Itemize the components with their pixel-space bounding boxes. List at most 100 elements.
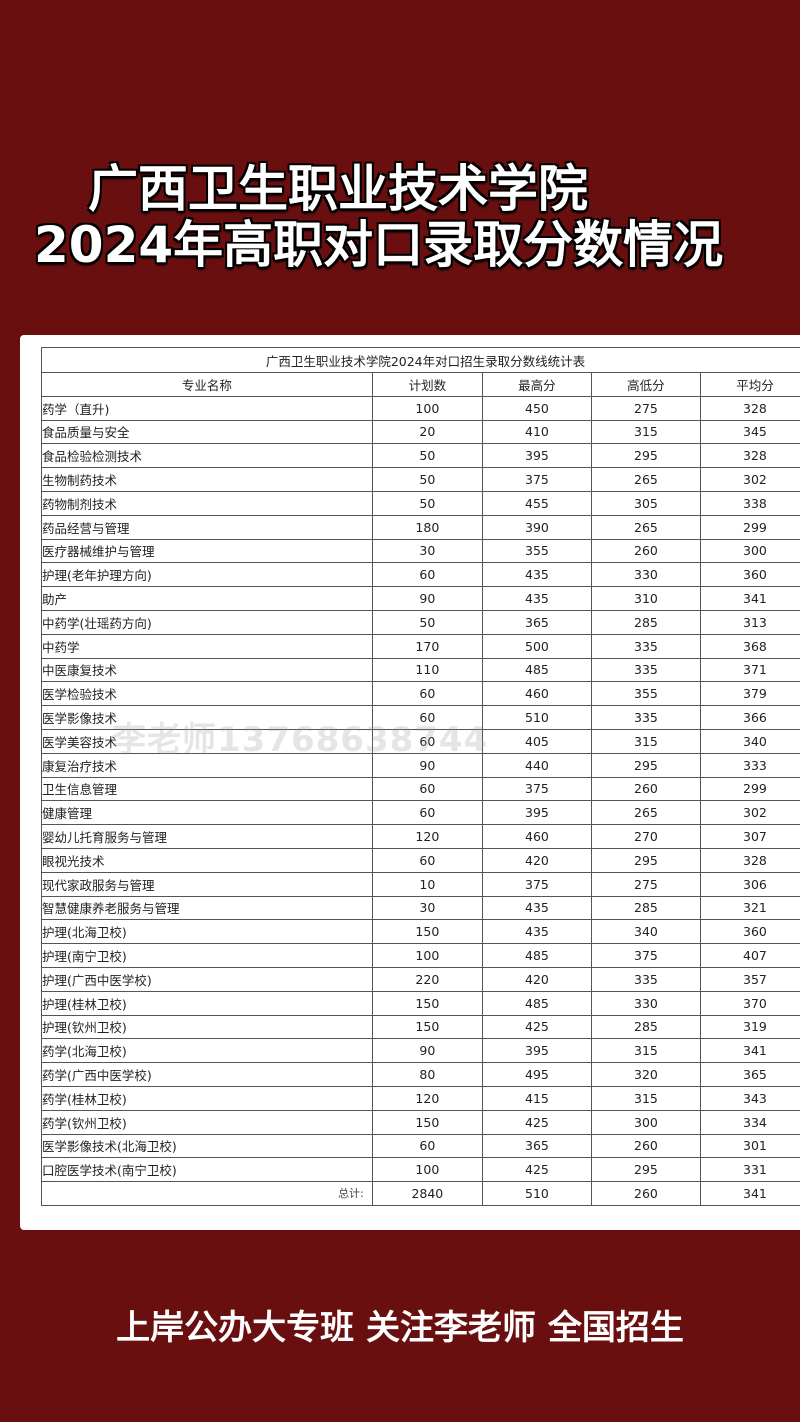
cell-max: 460: [481, 824, 592, 849]
cell-plan: 220: [371, 966, 483, 992]
cell-avg: 307: [699, 824, 800, 849]
cell-min: 260: [590, 1133, 701, 1159]
cell-avg: 331: [699, 1157, 800, 1183]
cell-min: 315: [590, 1038, 701, 1064]
cell-plan: 60: [371, 562, 483, 588]
table-row: 婴幼儿托育服务与管理 120 460 270 307: [41, 824, 800, 849]
table-row: 医学美容技术 60 405 315 340: [41, 728, 800, 754]
cell-avg: 299: [699, 514, 800, 540]
cell-min: 310: [590, 586, 701, 611]
col-header-major: 专业名称: [41, 372, 373, 397]
cell-max: 450: [481, 395, 592, 421]
cell-avg: 328: [699, 443, 800, 469]
cell-plan: 170: [371, 633, 483, 659]
cell-plan: 50: [371, 490, 483, 516]
cell-major: 药学(广西中医学校): [41, 1062, 373, 1087]
cell-min: 375: [590, 943, 701, 968]
cell-avg: 341: [699, 1038, 800, 1064]
cell-major: 卫生信息管理: [41, 776, 373, 802]
cell-max: 355: [481, 538, 592, 564]
cell-min: 270: [590, 824, 701, 849]
cell-avg: 357: [699, 966, 800, 992]
cell-plan: 150: [371, 990, 483, 1016]
cell-min: 315: [590, 728, 701, 754]
cell-max: 375: [481, 776, 592, 802]
table-header-row: 专业名称 计划数 最高分 高低分 平均分: [41, 372, 800, 397]
cell-avg: 299: [699, 776, 800, 802]
cell-min: 285: [590, 895, 701, 921]
cell-plan: 80: [371, 1062, 483, 1087]
table-row: 医疗器械维护与管理 30 355 260 300: [41, 538, 800, 564]
cell-major: 医学美容技术: [41, 728, 373, 754]
table-row: 药物制剂技术 50 455 305 338: [41, 490, 800, 516]
score-table: 广西卫生职业技术学院2024年对口招生录取分数线统计表 专业名称 计划数 最高分…: [41, 347, 800, 1206]
table-row: 中药学(壮瑶药方向) 50 365 285 313: [41, 609, 800, 635]
cell-plan: 50: [371, 609, 483, 635]
cell-min: 320: [590, 1062, 701, 1087]
cell-avg: 321: [699, 895, 800, 921]
cell-plan: 60: [371, 776, 483, 802]
total-row: 总计: 2840 510 260 341: [41, 1181, 800, 1206]
cell-plan: 120: [371, 824, 483, 849]
cell-plan: 60: [371, 800, 483, 826]
cell-min: 265: [590, 514, 701, 540]
cell-major: 婴幼儿托育服务与管理: [41, 824, 373, 849]
cell-major: 护理(桂林卫校): [41, 990, 373, 1016]
cell-plan: 150: [371, 1109, 483, 1135]
cell-avg: 371: [699, 657, 800, 683]
table-row: 中药学 170 500 335 368: [41, 633, 800, 659]
cell-min: 355: [590, 681, 701, 707]
cell-major: 助产: [41, 586, 373, 611]
cell-avg: 319: [699, 1014, 800, 1040]
cell-major: 生物制药技术: [41, 467, 373, 492]
cell-major: 口腔医学技术(南宁卫校): [41, 1157, 373, 1183]
cell-max: 455: [481, 490, 592, 516]
cell-min: 335: [590, 657, 701, 683]
cell-max: 420: [481, 966, 592, 992]
cell-plan: 90: [371, 586, 483, 611]
cell-major: 中药学(壮瑶药方向): [41, 609, 373, 635]
cell-plan: 60: [371, 1133, 483, 1159]
cell-major: 现代家政服务与管理: [41, 871, 373, 897]
cell-max: 460: [481, 681, 592, 707]
cell-min: 295: [590, 1157, 701, 1183]
cell-major: 康复治疗技术: [41, 752, 373, 778]
cell-min: 340: [590, 919, 701, 945]
cell-max: 395: [481, 443, 592, 469]
cell-major: 护理(广西中医学校): [41, 966, 373, 992]
cell-avg: 306: [699, 871, 800, 897]
cell-avg: 341: [699, 586, 800, 611]
cell-avg: 334: [699, 1109, 800, 1135]
cell-plan: 90: [371, 1038, 483, 1064]
title-line-2: 2024年高职对口录取分数情况: [34, 216, 724, 274]
cell-major: 中药学: [41, 633, 373, 659]
cell-max: 390: [481, 514, 592, 540]
table-row: 康复治疗技术 90 440 295 333: [41, 752, 800, 778]
total-plan: 2840: [371, 1181, 483, 1206]
cell-major: 健康管理: [41, 800, 373, 826]
cell-avg: 343: [699, 1085, 800, 1111]
cell-min: 275: [590, 871, 701, 897]
cell-max: 485: [481, 943, 592, 968]
table-row: 现代家政服务与管理 10 375 275 306: [41, 871, 800, 897]
cell-major: 眼视光技术: [41, 847, 373, 873]
cell-max: 420: [481, 847, 592, 873]
cell-major: 药学(钦州卫校): [41, 1109, 373, 1135]
cell-plan: 100: [371, 395, 483, 421]
cell-plan: 50: [371, 443, 483, 469]
cell-max: 435: [481, 586, 592, 611]
cell-max: 405: [481, 728, 592, 754]
cell-avg: 302: [699, 467, 800, 492]
cell-major: 药物制剂技术: [41, 490, 373, 516]
cell-major: 药学(北海卫校): [41, 1038, 373, 1064]
cell-avg: 366: [699, 705, 800, 730]
cell-max: 510: [481, 705, 592, 730]
table-row: 口腔医学技术(南宁卫校) 100 425 295 331: [41, 1157, 800, 1183]
cell-major: 护理(北海卫校): [41, 919, 373, 945]
cell-major: 护理(南宁卫校): [41, 943, 373, 968]
cell-min: 285: [590, 1014, 701, 1040]
cell-major: 药学（直升): [41, 395, 373, 421]
cell-plan: 60: [371, 705, 483, 730]
col-header-plan: 计划数: [371, 372, 483, 397]
cell-plan: 150: [371, 1014, 483, 1040]
